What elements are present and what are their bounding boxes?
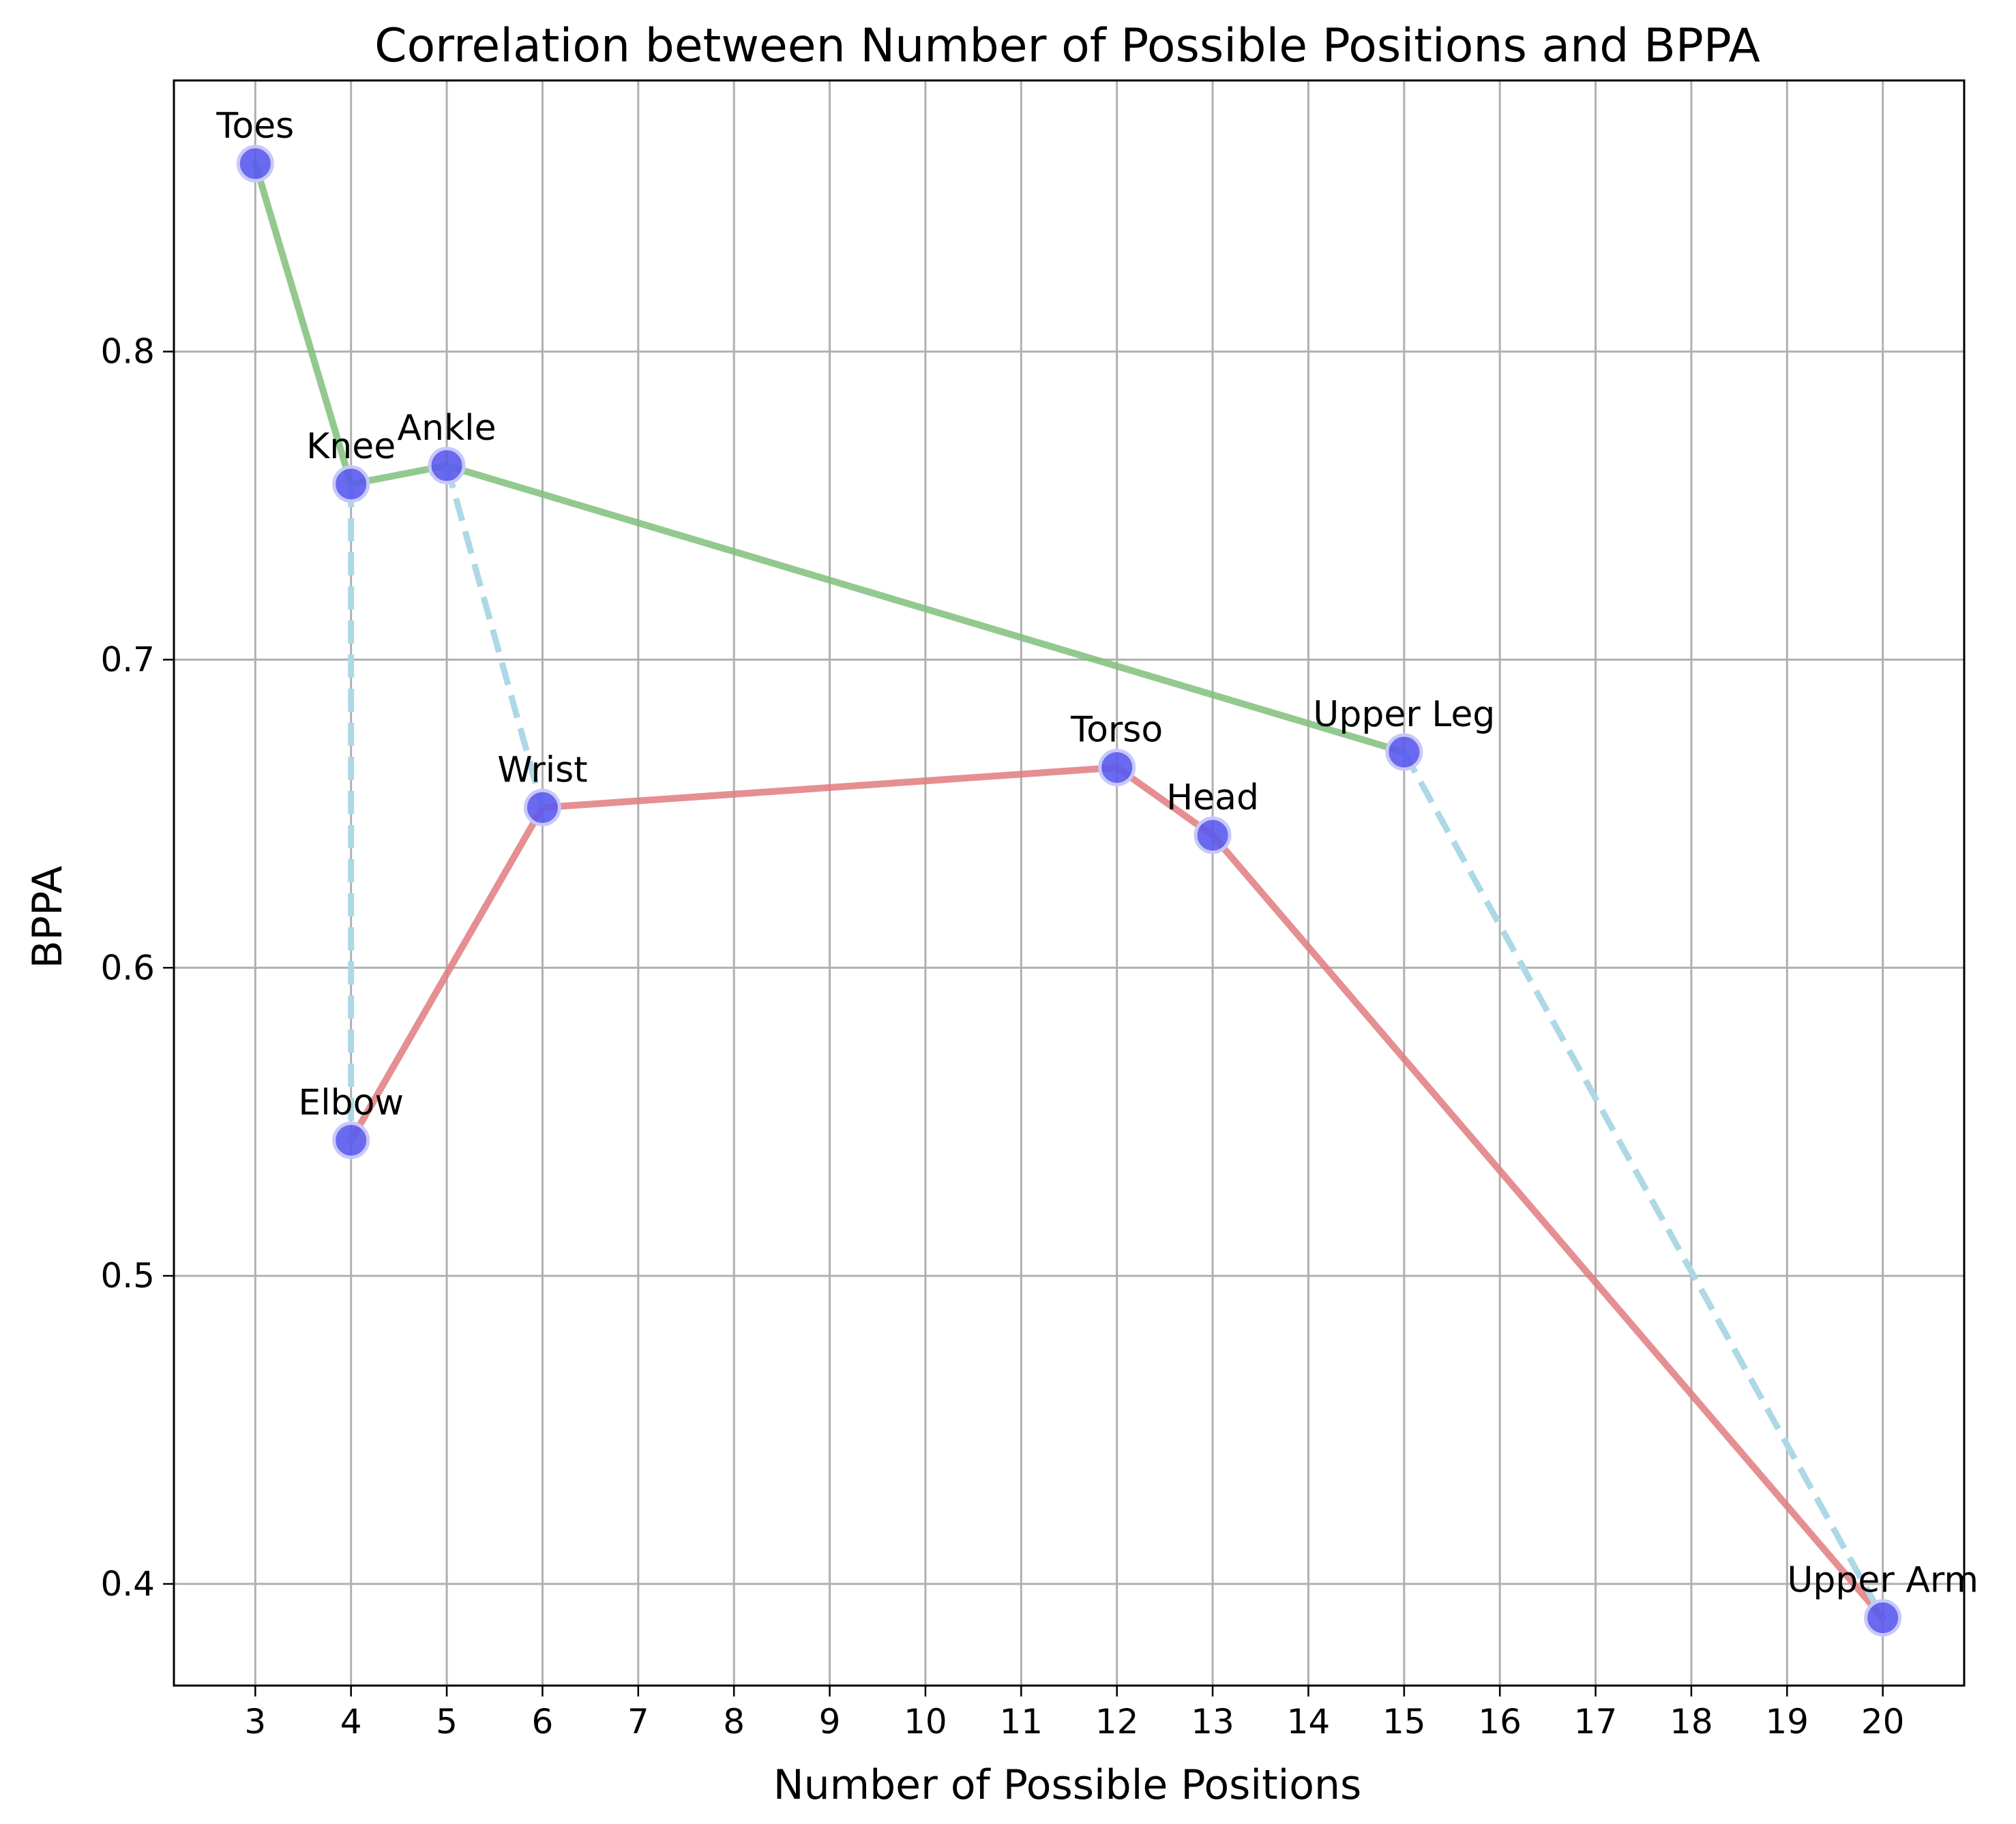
x-tick-label: 19 <box>1765 1702 1809 1741</box>
series-line-ankle-wrist <box>443 464 546 809</box>
point-label: Knee <box>306 426 396 467</box>
point-label: Ankle <box>398 408 496 449</box>
point-label: Torso <box>1070 710 1163 751</box>
series-lines <box>252 160 1886 1621</box>
chart-title: Correlation between Number of Possible P… <box>374 19 1760 73</box>
point-label: Upper Leg <box>1313 694 1495 735</box>
axis-ticks: 3 4 5 6 7 8 9 10 11 12 13 14 15 16 17 18 19 20 0.4 0.5 0.6 0.… <box>100 332 1904 1741</box>
data-points <box>236 145 1902 1637</box>
y-tick-label: 0.7 <box>100 640 155 679</box>
y-axis-label: BPPA <box>24 866 72 969</box>
x-axis-label: Number of Possible Positions <box>773 1761 1362 1809</box>
x-tick-label: 8 <box>723 1702 745 1741</box>
series-line-upperleg-upperarm <box>1401 750 1886 1619</box>
x-tick-label: 6 <box>532 1702 554 1741</box>
x-tick-label: 4 <box>340 1702 362 1741</box>
data-point <box>1864 1599 1902 1637</box>
y-tick-label: 0.4 <box>100 1564 155 1604</box>
x-tick-label: 9 <box>819 1702 841 1741</box>
x-tick-label: 7 <box>627 1702 649 1741</box>
x-tick-label: 10 <box>904 1702 947 1741</box>
point-label: Wrist <box>497 749 587 790</box>
point-label: Toes <box>216 106 294 147</box>
point-label: Upper Arm <box>1787 1560 1978 1601</box>
y-tick-label: 0.8 <box>100 332 155 372</box>
point-label: Head <box>1166 777 1259 818</box>
y-tick-label: 0.6 <box>100 948 155 987</box>
y-tick-label: 0.5 <box>100 1256 155 1296</box>
x-tick-label: 12 <box>1095 1702 1139 1741</box>
x-tick-label: 15 <box>1382 1702 1426 1741</box>
point-label: Elbow <box>298 1082 404 1123</box>
data-point <box>1385 733 1423 771</box>
x-tick-label: 13 <box>1191 1702 1234 1741</box>
x-tick-label: 20 <box>1861 1702 1905 1741</box>
x-tick-label: 17 <box>1574 1702 1618 1741</box>
grid <box>174 80 1964 1686</box>
data-point <box>1098 749 1136 787</box>
data-point <box>236 145 274 183</box>
x-tick-label: 5 <box>436 1702 458 1741</box>
data-point <box>428 447 466 485</box>
plot-frame <box>173 79 1966 1687</box>
x-tick-label: 3 <box>244 1702 266 1741</box>
data-point <box>332 465 370 503</box>
data-point <box>523 788 561 826</box>
data-point <box>332 1121 370 1159</box>
data-point <box>1194 816 1232 854</box>
x-tick-label: 14 <box>1287 1702 1331 1741</box>
x-tick-label: 16 <box>1478 1702 1522 1741</box>
x-tick-label: 11 <box>1000 1702 1043 1741</box>
series-line-lower-body <box>252 160 1408 756</box>
x-tick-label: 18 <box>1670 1702 1713 1741</box>
